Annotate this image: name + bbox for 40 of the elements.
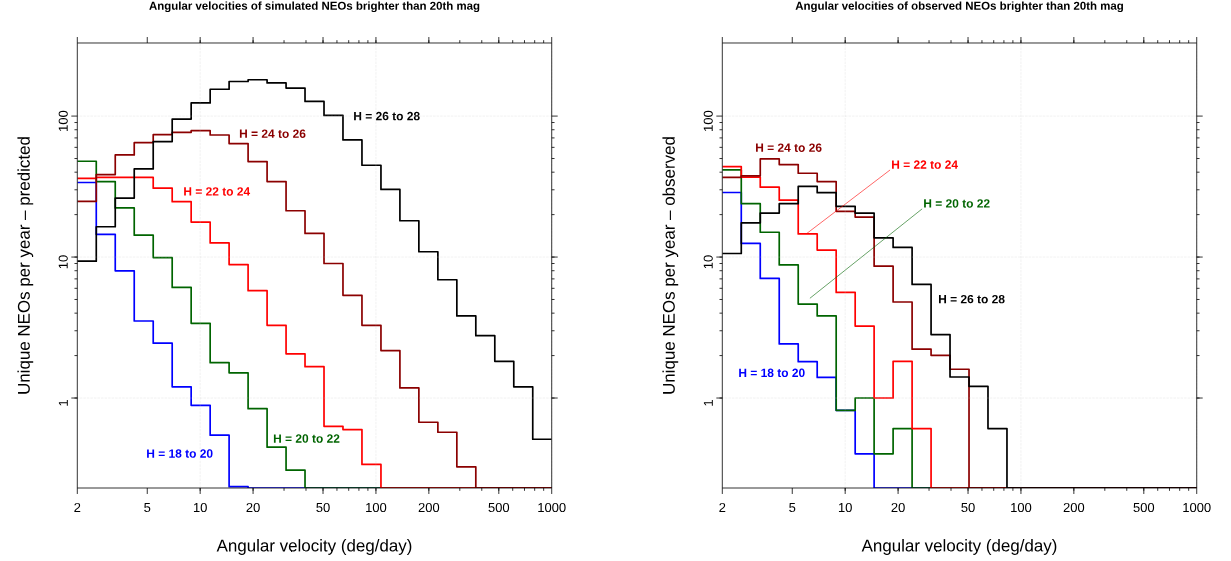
x-tick-label: 1000 — [1183, 502, 1211, 513]
series-label: H = 26 to 28 — [354, 111, 420, 121]
x-tick-label: 20 — [891, 502, 905, 513]
x-tick-label: 500 — [1133, 502, 1155, 513]
x-tick-label: 200 — [418, 502, 440, 513]
series-label: H = 26 to 28 — [938, 294, 1005, 304]
y-tick-label: 1 — [58, 400, 68, 406]
x-axis-title: Angular velocity (deg/day) — [861, 539, 1057, 555]
series-label: H = 24 to 26 — [239, 129, 306, 138]
x-tick-label: 5 — [144, 503, 151, 513]
x-tick-label: 10 — [193, 502, 207, 513]
x-tick-label: 1000 — [538, 502, 566, 513]
series-label: H = 18 to 20 — [147, 449, 213, 458]
y-tick-label: 1 — [703, 400, 713, 406]
x-tick-label: 50 — [961, 502, 975, 513]
series-label: H = 20 to 22 — [273, 434, 340, 443]
series-label: H = 24 to 26 — [756, 143, 822, 152]
x-tick-label: 5 — [789, 503, 796, 513]
series-label: H = 22 to 24 — [184, 187, 251, 196]
x-tick-label: 2 — [74, 502, 81, 512]
x-tick-label: 100 — [366, 502, 387, 513]
y-tick-label: 100 — [703, 110, 713, 131]
chart-title: Angular velocities of observed NEOs brighter than 20th mag — [795, 1, 1123, 13]
x-tick-label: 2 — [719, 502, 726, 512]
y-tick-label: 100 — [58, 110, 68, 131]
series-label: H = 18 to 20 — [739, 368, 805, 378]
x-tick-label: 500 — [488, 502, 510, 513]
y-axis-title: Unique NEOs per year – observed — [662, 137, 679, 394]
text: H = 22 to 24 — [892, 160, 958, 169]
x-tick-label: 10 — [838, 502, 852, 513]
y-axis-title: Unique NEOs per year – predicted — [17, 137, 34, 394]
y-tick-label: 10 — [58, 255, 68, 269]
x-tick-label: 200 — [1063, 502, 1085, 513]
x-tick-label: 20 — [246, 502, 260, 513]
y-tick-label: 10 — [703, 255, 713, 269]
x-tick-label: 100 — [1011, 502, 1032, 513]
x-axis-title: Angular velocity (deg/day) — [216, 539, 412, 555]
text: H = 20 to 22 — [924, 199, 990, 208]
x-tick-label: 50 — [316, 502, 330, 513]
chart-title: Angular velocities of simulated NEOs brighter than 20th mag — [149, 1, 480, 13]
